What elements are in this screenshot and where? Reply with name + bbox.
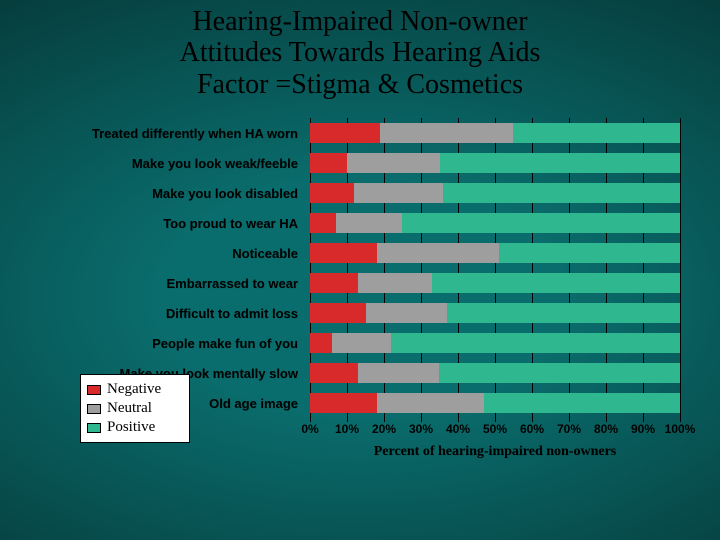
slide: Hearing-Impaired Non-owner Attitudes Tow… [0,0,720,540]
legend-item: Positive [87,419,183,436]
chart-row: Treated differently when HA worn [40,118,680,148]
title-line-1: Hearing-Impaired Non-owner [0,6,720,37]
x-tick-label: 0% [301,422,318,436]
x-tick-label: 40% [446,422,470,436]
legend: Negative Neutral Positive [80,374,190,443]
chart-row: Too proud to wear HA [40,208,680,238]
legend-swatch [87,385,101,395]
chart: Treated differently when HA wornMake you… [40,118,680,468]
chart-row: Noticeable [40,238,680,268]
x-axis-title: Percent of hearing-impaired non-owners [310,444,680,460]
category-label: People make fun of you [40,328,304,358]
title-line-3: Factor =Stigma & Cosmetics [0,69,720,100]
category-label: Treated differently when HA worn [40,118,304,148]
x-tick-label: 60% [520,422,544,436]
category-label: Embarrassed to wear [40,268,304,298]
title-line-2: Attitudes Towards Hearing Aids [0,37,720,68]
chart-row: People make fun of you [40,328,680,358]
x-tick-label: 90% [631,422,655,436]
x-tick-label: 10% [335,422,359,436]
legend-item: Negative [87,381,183,398]
chart-row: Make you look weak/feeble [40,148,680,178]
category-label: Make you look weak/feeble [40,148,304,178]
legend-swatch [87,404,101,414]
x-tick-label: 80% [594,422,618,436]
slide-title: Hearing-Impaired Non-owner Attitudes Tow… [0,6,720,100]
category-label: Noticeable [40,238,304,268]
category-label: Make you look disabled [40,178,304,208]
x-tick-label: 20% [372,422,396,436]
x-tick-label: 50% [483,422,507,436]
legend-label: Positive [107,419,155,436]
legend-item: Neutral [87,400,183,417]
x-tick-label: 30% [409,422,433,436]
chart-row: Make you look disabled [40,178,680,208]
legend-swatch [87,423,101,433]
category-label: Too proud to wear HA [40,208,304,238]
chart-row: Embarrassed to wear [40,268,680,298]
grid-line [680,118,681,418]
x-tick-label: 70% [557,422,581,436]
legend-label: Negative [107,381,161,398]
category-label: Difficult to admit loss [40,298,304,328]
x-tick-label: 100% [665,422,696,436]
chart-row: Difficult to admit loss [40,298,680,328]
legend-label: Neutral [107,400,152,417]
